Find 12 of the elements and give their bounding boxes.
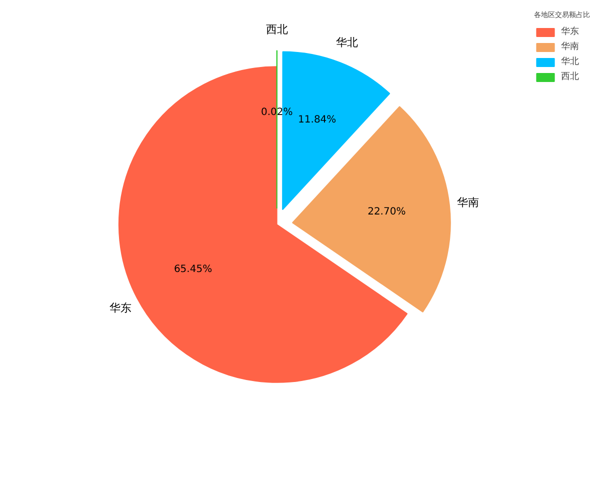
data-label: 0.02% xyxy=(261,107,293,118)
legend-label: 华北 xyxy=(561,56,580,68)
legend-label: 华东 xyxy=(561,26,580,38)
slice-label: 华南 xyxy=(457,196,480,210)
slice-label: 华东 xyxy=(109,302,132,315)
legend-label: 华南 xyxy=(561,40,580,53)
slice-label: 西北 xyxy=(266,22,288,36)
slice-label: 华北 xyxy=(336,36,358,50)
legend-label: 西北 xyxy=(561,70,580,83)
data-label: 22.70% xyxy=(368,206,406,218)
data-label: 11.84% xyxy=(298,114,336,126)
data-label: 65.45% xyxy=(174,264,212,275)
